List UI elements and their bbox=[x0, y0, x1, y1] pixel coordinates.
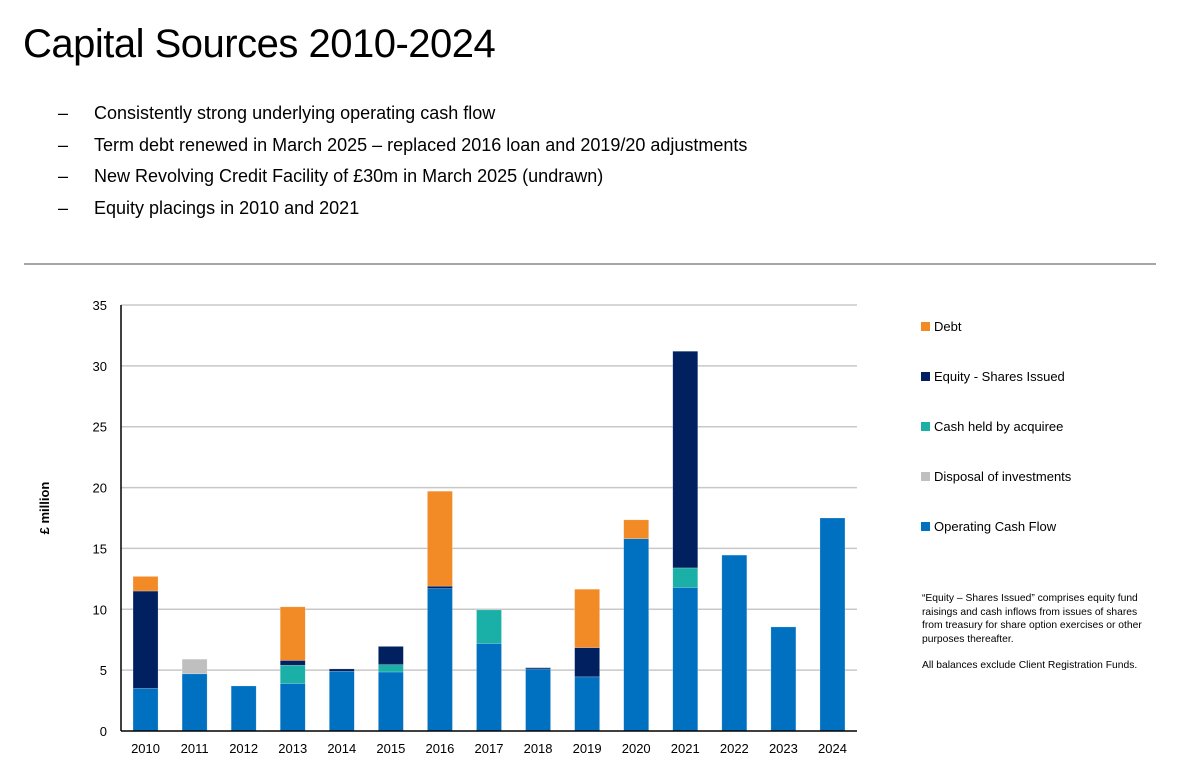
bar-segment-operating-cash-flow-2018 bbox=[525, 668, 551, 732]
x-tick-label: 2024 bbox=[818, 741, 847, 756]
y-tick-label: 35 bbox=[93, 298, 107, 313]
bar-segment-equity-shares-issued-2013 bbox=[279, 660, 306, 666]
legend-swatch-icon bbox=[921, 322, 930, 331]
bar-segment-operating-cash-flow-2017 bbox=[476, 643, 502, 732]
bar-segment-operating-cash-flow-2024 bbox=[819, 517, 846, 732]
legend-item: Disposal of investments bbox=[921, 468, 1071, 486]
note-balances-exclusion: All balances exclude Client Registration… bbox=[922, 660, 1138, 671]
legend-label: Cash held by acquiree bbox=[934, 419, 1064, 434]
bars bbox=[132, 350, 846, 732]
bar-segment-equity-shares-issued-2010 bbox=[132, 590, 159, 689]
bullet-dash: – bbox=[58, 197, 69, 218]
bar-segment-cash-held-by-acquiree-2015 bbox=[378, 664, 404, 673]
y-tick-label: 0 bbox=[100, 724, 107, 739]
bar-segment-equity-shares-issued-2016 bbox=[427, 585, 453, 589]
bar-segment-operating-cash-flow-2022 bbox=[721, 554, 748, 732]
x-tick-labels: 2010 2011 2012 2013 2014 2015 2016 2017 2018 2019… bbox=[131, 741, 847, 756]
legend-item: Debt bbox=[921, 318, 961, 336]
gridlines bbox=[121, 304, 857, 671]
bar-segment-cash-held-by-acquiree-2013 bbox=[279, 664, 306, 684]
x-tick-label: 2023 bbox=[769, 741, 798, 756]
bullet-text: Consistently strong underlying operating… bbox=[94, 103, 496, 123]
bar-segment-operating-cash-flow-2020 bbox=[623, 538, 650, 732]
legend-item: Equity - Shares Issued bbox=[921, 368, 1065, 386]
legend-swatch-icon bbox=[921, 422, 930, 431]
y-tick-label: 15 bbox=[93, 541, 107, 556]
bar-segment-operating-cash-flow-2021 bbox=[672, 587, 699, 732]
legend-label: Operating Cash Flow bbox=[934, 519, 1057, 534]
bullet-item: – Consistently strong underlying operatin… bbox=[58, 98, 747, 130]
bar-segment-debt-2019 bbox=[574, 588, 600, 648]
x-tick-label: 2020 bbox=[622, 741, 651, 756]
bar-segment-operating-cash-flow-2014 bbox=[328, 671, 355, 732]
legend-swatch-icon bbox=[921, 522, 930, 531]
bullet-dash: – bbox=[58, 103, 69, 123]
y-tick-label: 25 bbox=[93, 420, 107, 435]
bar-segment-operating-cash-flow-2012 bbox=[230, 685, 257, 732]
bar-segment-cash-held-by-acquiree-2017 bbox=[476, 609, 502, 644]
bullet-text: Equity placings in 2010 and 2021 bbox=[94, 197, 360, 218]
legend-label: Debt bbox=[934, 319, 962, 334]
y-axis-label: £ million bbox=[37, 482, 52, 535]
x-tick-label: 2012 bbox=[229, 741, 258, 756]
note-equity-definition: “Equity – Shares Issued” comprises equit… bbox=[922, 593, 1142, 645]
bullet-text: New Revolving Credit Facility of £30m in… bbox=[94, 166, 604, 186]
page-title: Capital Sources 2010-2024 bbox=[23, 22, 496, 66]
bar-segment-debt-2016 bbox=[427, 490, 453, 587]
bar-segment-debt-2020 bbox=[623, 519, 650, 539]
y-tick-label: 10 bbox=[93, 602, 107, 617]
chart-notes: “Equity – Shares Issued” comprises equit… bbox=[922, 592, 1142, 686]
bar-segment-operating-cash-flow-2015 bbox=[378, 671, 404, 732]
y-tick-label: 5 bbox=[100, 663, 107, 678]
x-tick-label: 2018 bbox=[524, 741, 553, 756]
bullet-item: – Term debt renewed in March 2025 – repla… bbox=[58, 130, 747, 162]
bar-segment-operating-cash-flow-2013 bbox=[279, 683, 306, 732]
legend-swatch-icon bbox=[921, 372, 930, 381]
bar-segment-equity-shares-issued-2021 bbox=[672, 350, 699, 569]
bar-segment-operating-cash-flow-2019 bbox=[574, 676, 600, 732]
bar-segment-operating-cash-flow-2010 bbox=[132, 688, 159, 732]
bar-segment-equity-shares-issued-2015 bbox=[378, 646, 404, 665]
bar-segment-operating-cash-flow-2016 bbox=[427, 588, 453, 732]
x-tick-label: 2013 bbox=[278, 741, 307, 756]
bar-segment-debt-2013 bbox=[279, 606, 306, 661]
x-tick-label: 2015 bbox=[376, 741, 405, 756]
x-tick-label: 2011 bbox=[181, 741, 209, 756]
bullet-item: – Equity placings in 2010 and 2021 bbox=[58, 193, 747, 225]
bar-segment-equity-shares-issued-2019 bbox=[574, 647, 600, 678]
legend-label: Disposal of investments bbox=[934, 469, 1072, 484]
legend-swatch-icon bbox=[921, 472, 930, 481]
section-divider bbox=[24, 263, 1156, 265]
x-tick-label: 2016 bbox=[425, 741, 454, 756]
bar-segment-debt-2010 bbox=[132, 576, 159, 592]
bar-segment-equity-shares-issued-2014 bbox=[328, 668, 355, 672]
bullet-text: Term debt renewed in March 2025 – replac… bbox=[94, 134, 748, 155]
bullet-dash: – bbox=[58, 134, 69, 155]
y-tick-label: 20 bbox=[93, 481, 107, 496]
x-tick-label: 2010 bbox=[131, 741, 160, 756]
legend-item: Operating Cash Flow bbox=[921, 518, 1056, 536]
bar-segment-operating-cash-flow-2011 bbox=[181, 673, 208, 732]
x-tick-label: 2017 bbox=[475, 741, 504, 756]
legend-label: Equity - Shares Issued bbox=[934, 369, 1065, 384]
legend-item: Cash held by acquiree bbox=[921, 418, 1063, 436]
x-tick-label: 2022 bbox=[720, 741, 749, 756]
x-tick-label: 2019 bbox=[573, 741, 602, 756]
bar-segment-equity-shares-issued-2018 bbox=[525, 667, 551, 670]
bullet-list: – Consistently strong underlying operatin… bbox=[58, 98, 747, 224]
x-tick-label: 2014 bbox=[327, 741, 356, 756]
x-tick-label: 2021 bbox=[671, 741, 700, 756]
bar-segment-operating-cash-flow-2023 bbox=[770, 626, 797, 732]
axes bbox=[120, 305, 857, 732]
bullet-dash: – bbox=[58, 166, 69, 186]
y-tick-labels: 0 5 10 15 20 25 30 35 bbox=[93, 298, 107, 739]
bullet-item: – New Revolving Credit Facility of £30m i… bbox=[58, 161, 747, 193]
bar-segment-cash-held-by-acquiree-2021 bbox=[672, 567, 699, 588]
bar-segment-disposal-of-investments-2011 bbox=[181, 658, 208, 675]
y-tick-label: 30 bbox=[93, 359, 107, 374]
